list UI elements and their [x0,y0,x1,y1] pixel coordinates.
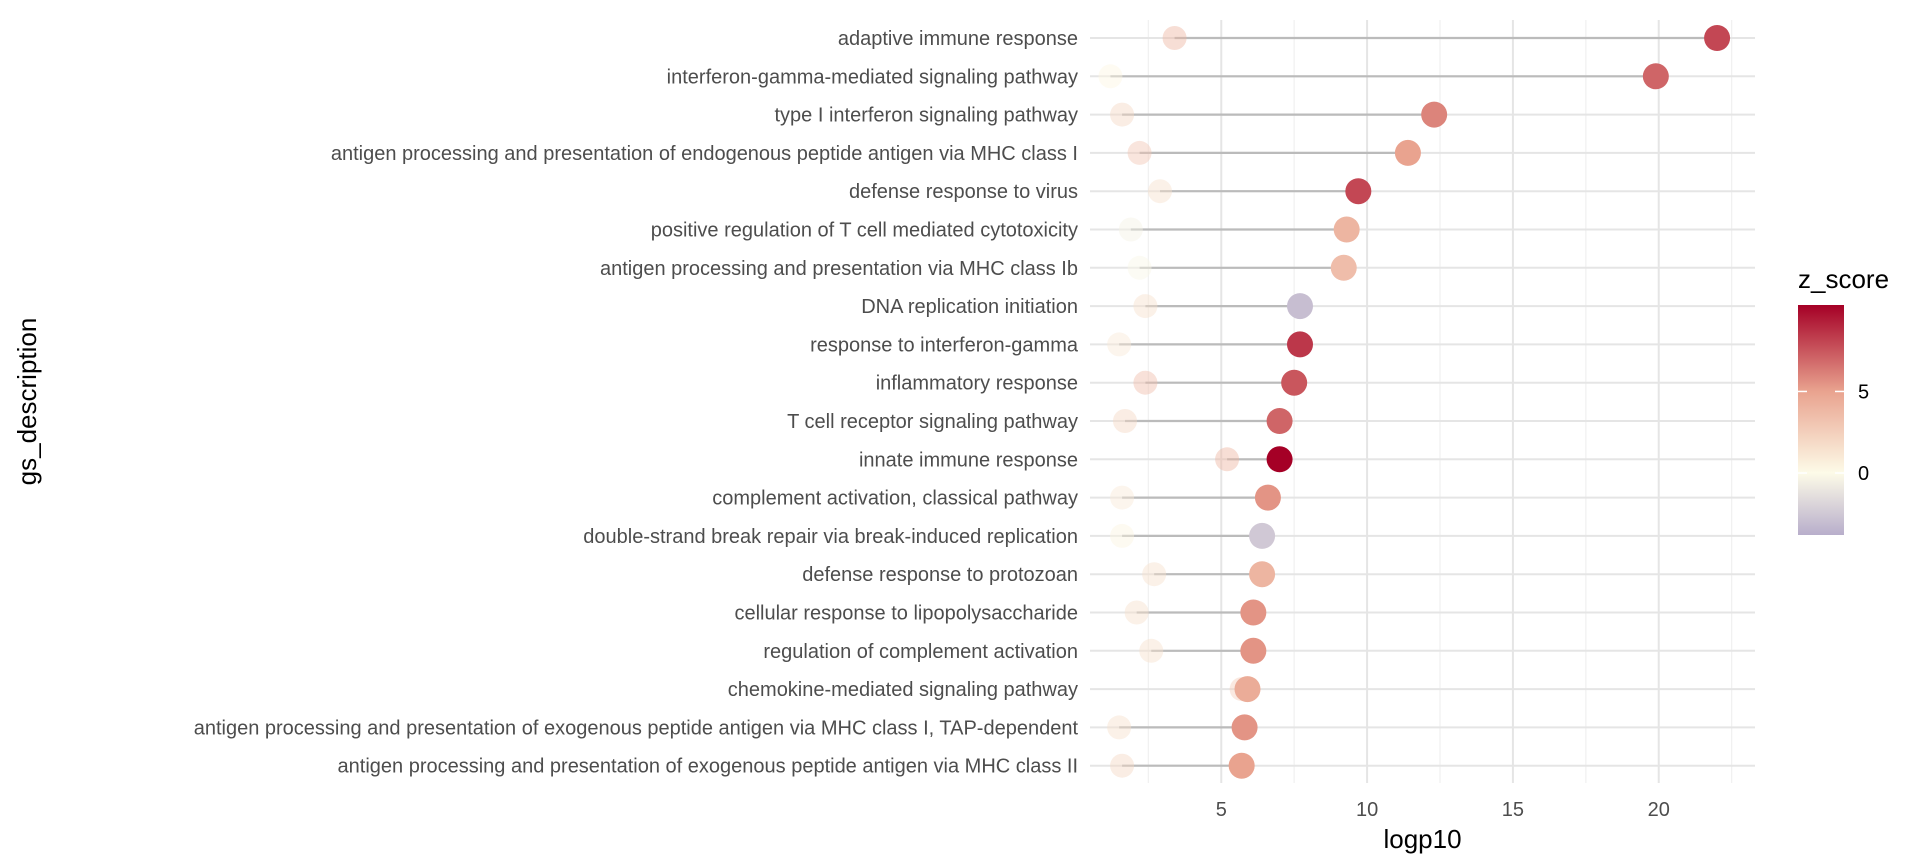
point-end [1249,561,1276,588]
point-end [1231,714,1258,741]
point-start [1118,217,1143,242]
point-start [1162,26,1187,50]
category-label: antigen processing and presentation of e… [194,717,1079,739]
point-end [1330,254,1357,281]
category-label: double-strand break repair via break-ind… [583,526,1078,548]
point-end [1249,522,1276,549]
category-label: regulation of complement activation [763,641,1078,663]
y-axis-title: gs_description [12,318,42,486]
category-label: type I interferon signaling pathway [774,105,1078,127]
legend-title: z_score [1798,264,1889,294]
category-label: response to interferon-gamma [810,334,1079,356]
point-start [1110,523,1135,548]
category-label: chemokine-mediated signaling pathway [728,679,1078,701]
legend-tick-label: 5 [1858,381,1869,403]
point-start [1127,255,1152,280]
category-label: cellular response to lipopolysaccharide [734,603,1078,625]
grid-lines [1090,20,1755,783]
point-end [1228,752,1255,779]
point-start [1098,64,1123,89]
point-start [1110,753,1135,778]
legend-colorbar [1798,305,1844,535]
point-end [1333,216,1360,243]
point-start [1142,562,1167,587]
x-tick-label: 20 [1648,799,1670,821]
point-start [1113,409,1137,433]
color-legend: z_score 05 [1798,264,1889,535]
category-label: inflammatory response [876,373,1078,395]
point-start [1133,294,1158,319]
point-end [1287,293,1313,320]
point-end [1287,331,1313,358]
point-end [1704,25,1731,51]
point-end [1281,369,1308,396]
category-label: defense response to virus [849,181,1078,203]
x-axis-labels: 5 10 15 20 [1216,799,1670,821]
category-label: innate immune response [859,449,1078,471]
category-label: antigen processing and presentation via … [600,258,1078,280]
point-end [1642,63,1669,90]
point-end [1240,637,1267,664]
x-axis-title: logp10 [1383,824,1461,854]
point-start [1133,370,1158,395]
point-end [1421,101,1448,128]
category-label: defense response to protozoan [802,564,1078,586]
x-tick-label: 10 [1356,799,1378,821]
point-end [1394,139,1421,166]
category-label: DNA replication initiation [861,296,1078,318]
point-end [1254,484,1281,511]
point-start [1110,102,1135,127]
legend-ticks: 05 [1798,381,1869,485]
point-end [1345,178,1372,205]
y-axis-labels: adaptive immune response interferon-gamma… [194,28,1079,778]
point-start [1124,600,1149,625]
point-end [1266,408,1293,434]
category-label: interferon-gamma-mediated signaling path… [667,66,1078,88]
category-label: adaptive immune response [838,28,1078,50]
category-label: antigen processing and presentation of e… [338,756,1078,778]
point-start [1215,447,1240,472]
category-label: T cell receptor signaling pathway [787,411,1078,433]
data-points [1098,25,1731,779]
point-end [1234,676,1261,703]
point-start [1107,715,1132,740]
legend-tick-label: 0 [1858,463,1869,485]
category-label: complement activation, classical pathway [712,488,1078,510]
x-tick-label: 15 [1502,799,1524,821]
point-start [1148,179,1172,204]
point-start [1110,485,1135,510]
x-tick-label: 5 [1216,799,1227,821]
point-start [1139,638,1164,663]
point-end [1240,599,1267,626]
category-label: positive regulation of T cell mediated c… [651,220,1078,242]
category-label: antigen processing and presentation of e… [331,143,1078,165]
point-start [1107,332,1132,357]
point-start [1127,140,1152,165]
point-end [1266,446,1293,473]
